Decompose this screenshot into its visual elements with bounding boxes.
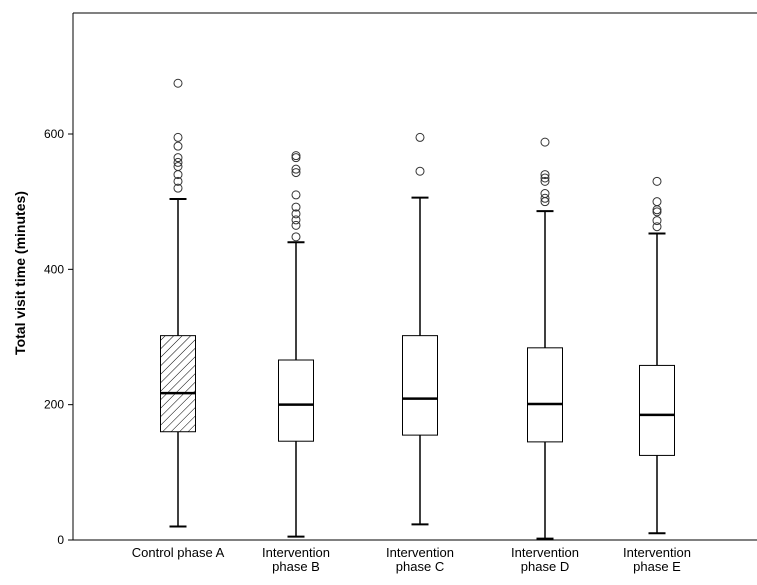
outlier-point: [652, 216, 662, 226]
outlier-point: [540, 189, 550, 199]
box-2: [278, 151, 314, 538]
box-5: [639, 176, 675, 535]
outlier-point: [652, 222, 662, 232]
x-axis-labels: Control phase A Intervention phase B Interv…: [132, 545, 691, 574]
outlier-point: [291, 232, 301, 242]
outlier-point: [652, 176, 662, 186]
box-3: [402, 132, 438, 526]
outlier-point: [173, 183, 183, 193]
outlier-point: [173, 78, 183, 88]
iqr-box: [639, 364, 675, 456]
outlier-point: [540, 170, 550, 180]
y-axis: 0 200 400 600: [44, 127, 73, 547]
outlier-point: [173, 176, 183, 186]
box-1: [160, 78, 196, 528]
outlier-point: [291, 220, 301, 230]
category-label: Intervention phase C: [386, 545, 454, 574]
outlier-point: [173, 153, 183, 163]
outlier-point: [173, 141, 183, 151]
box-series: [160, 78, 675, 540]
outlier-point: [291, 202, 301, 212]
iqr-box: [160, 335, 196, 433]
category-label: Control phase A: [132, 545, 225, 560]
outlier-point: [540, 176, 550, 186]
outlier-point: [173, 132, 183, 142]
box-4: [527, 137, 563, 540]
outlier-point: [291, 190, 301, 200]
outlier-point: [173, 161, 183, 171]
iqr-box: [527, 347, 563, 443]
category-label: Intervention phase B: [262, 545, 330, 574]
plot-frame: [72, 12, 757, 541]
y-tick-label: 600: [44, 127, 64, 141]
outlier-point: [652, 197, 662, 207]
outlier-point: [173, 157, 183, 167]
y-tick-label: 200: [44, 398, 64, 412]
outlier-point: [540, 193, 550, 203]
outlier-point: [652, 207, 662, 217]
y-tick-label: 400: [44, 262, 64, 276]
outlier-point: [291, 153, 301, 163]
outlier-point: [291, 151, 301, 161]
outlier-point: [291, 168, 301, 178]
outlier-point: [415, 132, 425, 142]
category-label: Intervention phase D: [511, 545, 579, 574]
outlier-point: [540, 173, 550, 183]
category-label: Intervention phase E: [623, 545, 691, 574]
outlier-point: [540, 137, 550, 147]
iqr-box: [278, 359, 314, 442]
outlier-point: [652, 205, 662, 215]
y-axis-title: Total visit time (minutes): [12, 191, 28, 355]
outlier-point: [291, 215, 301, 225]
iqr-box: [402, 335, 438, 436]
outlier-point: [415, 166, 425, 176]
y-tick-label: 0: [57, 533, 64, 547]
outlier-point: [291, 164, 301, 174]
outlier-point: [291, 209, 301, 219]
